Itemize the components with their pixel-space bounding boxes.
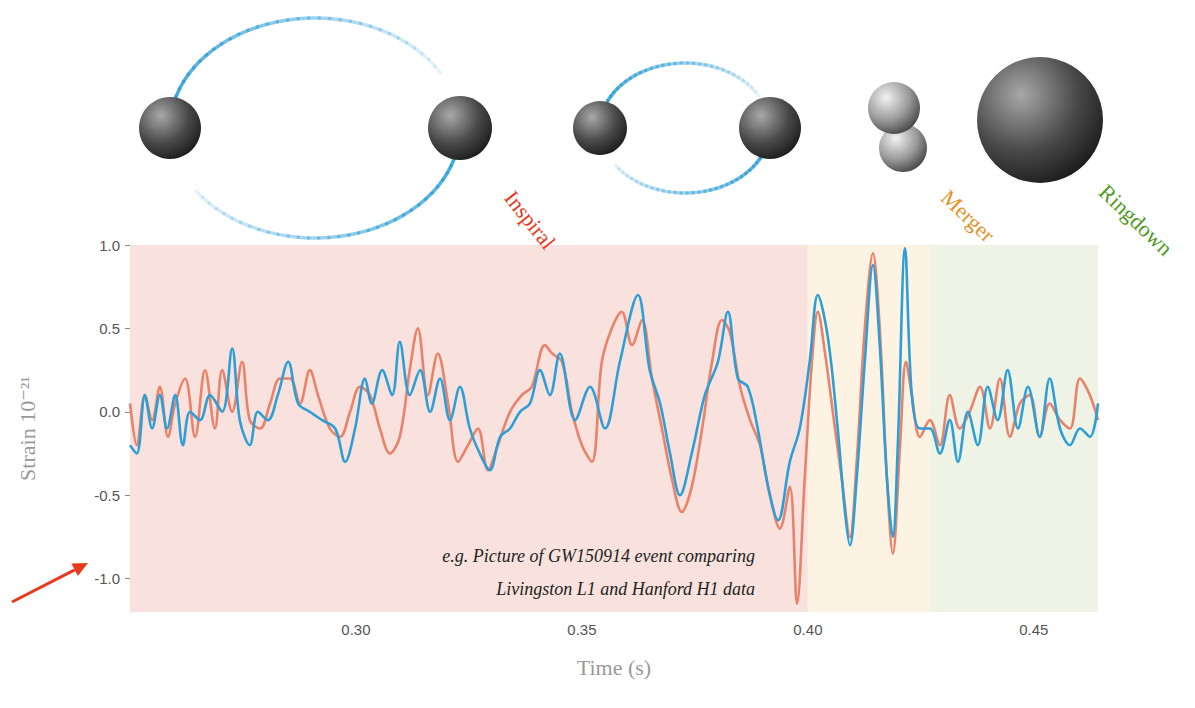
- svg-text:0.35: 0.35: [567, 621, 596, 638]
- svg-text:0.40: 0.40: [793, 621, 822, 638]
- svg-text:-0.5: -0.5: [94, 487, 120, 504]
- svg-text:1.0: 1.0: [99, 237, 120, 254]
- svg-text:e.g. Picture of GW150914 event: e.g. Picture of GW150914 event comparing: [442, 546, 755, 566]
- svg-text:0.45: 0.45: [1019, 621, 1048, 638]
- svg-text:Merger: Merger: [936, 185, 1000, 248]
- svg-text:Inspiral: Inspiral: [499, 186, 560, 254]
- svg-text:Ringdown: Ringdown: [1094, 179, 1178, 260]
- svg-text:Livingston L1 and Hanford H1 d: Livingston L1 and Hanford H1 data: [495, 579, 755, 599]
- svg-text:0.0: 0.0: [99, 403, 120, 420]
- svg-text:0.30: 0.30: [341, 621, 370, 638]
- svg-text:-1.0: -1.0: [94, 570, 120, 587]
- svg-text:0.5: 0.5: [99, 320, 120, 337]
- svg-text:Time (s): Time (s): [577, 655, 651, 680]
- svg-text:Strain 10⁻²¹: Strain 10⁻²¹: [15, 376, 40, 481]
